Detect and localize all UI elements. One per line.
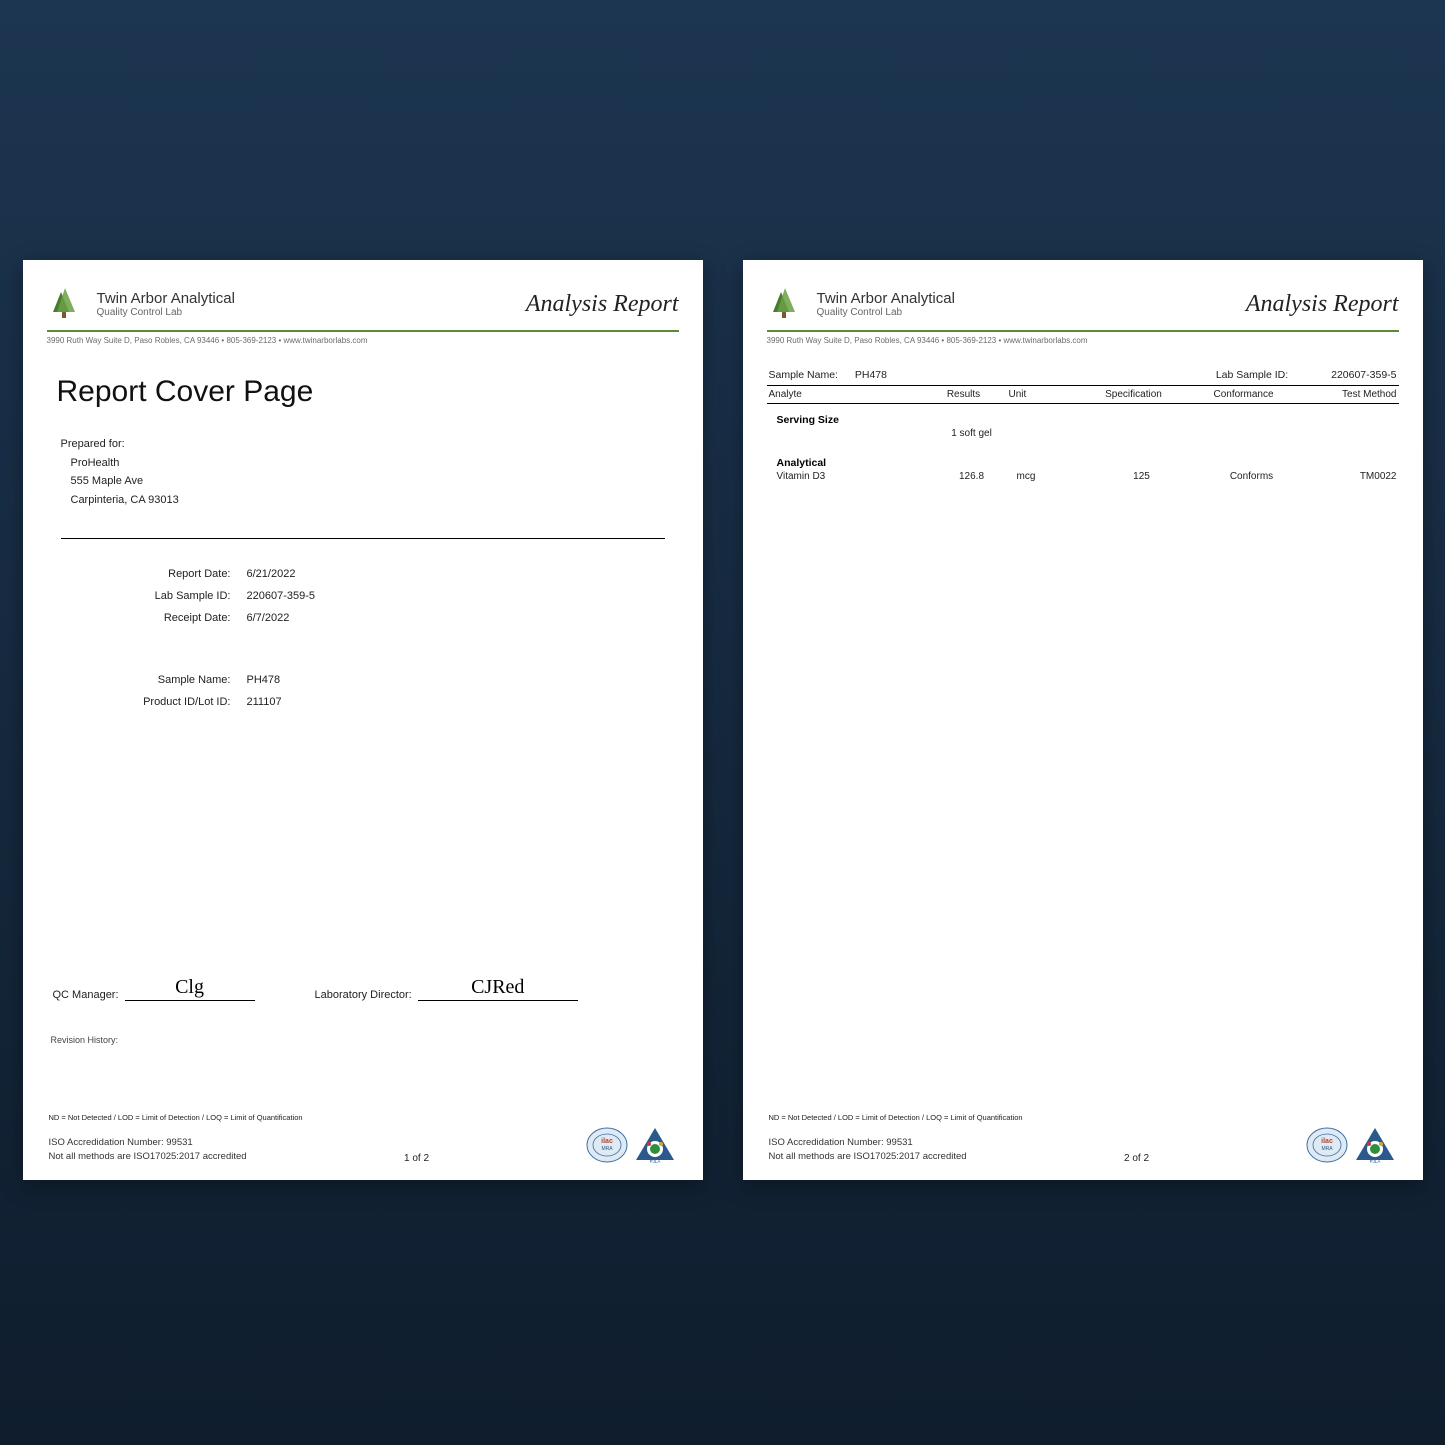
th-specification: Specification <box>1079 389 1189 400</box>
product-id-label: Product ID/Lot ID: <box>47 691 247 713</box>
document-stage: Twin Arbor Analytical Quality Control La… <box>0 0 1445 1445</box>
client-addr1: 555 Maple Ave <box>61 472 679 491</box>
analytical-section: Analytical <box>767 457 1399 469</box>
report-page-2: Twin Arbor Analytical Quality Control La… <box>743 260 1423 1180</box>
pjla-badge-icon: PJLA <box>634 1126 676 1164</box>
report-page-1: Twin Arbor Analytical Quality Control La… <box>23 260 703 1180</box>
report-title: Analysis Report <box>526 291 679 318</box>
revision-history-label: Revision History: <box>47 1035 679 1045</box>
signatures-row: QC Manager: Clg Laboratory Director: CJR… <box>47 976 679 1001</box>
footer-legend: ND = Not Detected / LOD = Limit of Detec… <box>769 1113 1397 1122</box>
company-name: Twin Arbor Analytical <box>97 290 235 307</box>
pjla-badge-icon: PJLA <box>1354 1126 1396 1164</box>
header-rule <box>767 330 1399 332</box>
report-title: Analysis Report <box>1246 291 1399 318</box>
th-test-method: Test Method <box>1299 389 1397 400</box>
page-footer: ND = Not Detected / LOD = Limit of Detec… <box>47 1105 679 1180</box>
lab-sample-id-value: 220607-359-5 <box>1331 369 1396 381</box>
lab-sample-id-label: Lab Sample ID: <box>1216 369 1288 381</box>
lab-sample-id-label: Lab Sample ID: <box>47 585 247 607</box>
iso-note: Not all methods are ISO17025:2017 accred… <box>49 1150 247 1164</box>
cover-page-title: Report Cover Page <box>57 375 679 409</box>
page-header: Twin Arbor Analytical Quality Control La… <box>767 284 1399 324</box>
ilac-mra-badge-icon: ilac MRA <box>1306 1126 1348 1164</box>
footer-iso-block: ISO Accredidation Number: 99531 Not all … <box>49 1136 247 1165</box>
th-analyte: Analyte <box>769 389 919 400</box>
results-table-header: Analyte Results Unit Specification Confo… <box>767 385 1399 404</box>
lab-sample-id-value: 220607-359-5 <box>247 585 316 607</box>
report-date-label: Report Date: <box>47 563 247 585</box>
svg-text:ilac: ilac <box>1322 1138 1334 1145</box>
company-subtitle: Quality Control Lab <box>97 307 235 318</box>
report-date-value: 6/21/2022 <box>247 563 296 585</box>
cell-test-method: TM0022 <box>1307 471 1397 482</box>
tree-logo-icon <box>767 284 807 324</box>
header-address: 3990 Ruth Way Suite D, Paso Robles, CA 9… <box>767 336 1399 345</box>
sample-name-value: PH478 <box>855 369 887 381</box>
lab-director-label: Laboratory Director: <box>315 989 412 1001</box>
receipt-date-label: Receipt Date: <box>47 607 247 629</box>
svg-text:ilac: ilac <box>602 1138 614 1145</box>
lab-director-sign: CJRed <box>418 976 578 1001</box>
qc-manager-label: QC Manager: <box>53 989 119 1001</box>
footer-iso-block: ISO Accredidation Number: 99531 Not all … <box>769 1136 967 1165</box>
serving-size-value: 1 soft gel <box>927 428 1017 439</box>
th-conformance: Conformance <box>1189 389 1299 400</box>
prepared-for-block: Prepared for: ProHealth 555 Maple Ave Ca… <box>61 435 679 510</box>
accreditation-badges: ilac MRA PJLA <box>1306 1126 1396 1164</box>
qc-manager-signature: QC Manager: Clg <box>53 976 255 1001</box>
receipt-date-value: 6/7/2022 <box>247 607 290 629</box>
prepared-for-label: Prepared for: <box>61 435 679 454</box>
cell-conformance: Conforms <box>1197 471 1307 482</box>
brand-text: Twin Arbor Analytical Quality Control La… <box>817 290 955 318</box>
svg-text:PJLA: PJLA <box>1370 1159 1381 1164</box>
sample-bar: Sample Name: PH478 Lab Sample ID: 220607… <box>767 369 1399 381</box>
page-number: 2 of 2 <box>1124 1153 1149 1164</box>
serving-size-section: Serving Size <box>767 414 1399 426</box>
company-name: Twin Arbor Analytical <box>817 290 955 307</box>
page-footer: ND = Not Detected / LOD = Limit of Detec… <box>767 1105 1399 1180</box>
iso-number: ISO Accredidation Number: 99531 <box>769 1136 967 1150</box>
iso-number: ISO Accredidation Number: 99531 <box>49 1136 247 1150</box>
lab-director-signature: Laboratory Director: CJRed <box>315 976 578 1001</box>
cell-unit: mcg <box>1017 471 1087 482</box>
product-id-value: 211107 <box>247 691 282 713</box>
header-address: 3990 Ruth Way Suite D, Paso Robles, CA 9… <box>47 336 679 345</box>
report-meta-block-2: Sample Name:PH478 Product ID/Lot ID:2111… <box>47 669 679 713</box>
company-subtitle: Quality Control Lab <box>817 307 955 318</box>
qc-manager-sign: Clg <box>125 976 255 1001</box>
svg-text:MRA: MRA <box>602 1146 614 1152</box>
cell-results: 126.8 <box>927 471 1017 482</box>
th-unit: Unit <box>1009 389 1079 400</box>
brand-block: Twin Arbor Analytical Quality Control La… <box>47 284 235 324</box>
page-header: Twin Arbor Analytical Quality Control La… <box>47 284 679 324</box>
sample-name-value: PH478 <box>247 669 281 691</box>
footer-legend: ND = Not Detected / LOD = Limit of Detec… <box>49 1113 677 1122</box>
serving-size-row: 1 soft gel <box>767 426 1399 441</box>
ilac-mra-badge-icon: ilac MRA <box>586 1126 628 1164</box>
th-results: Results <box>919 389 1009 400</box>
sample-name-label: Sample Name: <box>769 369 838 381</box>
divider <box>61 538 665 539</box>
accreditation-badges: ilac MRA PJLA <box>586 1126 676 1164</box>
table-row: Vitamin D3 126.8 mcg 125 Conforms TM0022 <box>767 469 1399 484</box>
cell-specification: 125 <box>1087 471 1197 482</box>
header-rule <box>47 330 679 332</box>
report-meta-block-1: Report Date:6/21/2022 Lab Sample ID:2206… <box>47 563 679 629</box>
brand-text: Twin Arbor Analytical Quality Control La… <box>97 290 235 318</box>
sample-name-label: Sample Name: <box>47 669 247 691</box>
page-number: 1 of 2 <box>404 1153 429 1164</box>
client-name: ProHealth <box>61 454 679 473</box>
svg-text:MRA: MRA <box>1322 1146 1334 1152</box>
tree-logo-icon <box>47 284 87 324</box>
brand-block: Twin Arbor Analytical Quality Control La… <box>767 284 955 324</box>
client-addr2: Carpinteria, CA 93013 <box>61 491 679 510</box>
svg-text:PJLA: PJLA <box>650 1159 661 1164</box>
iso-note: Not all methods are ISO17025:2017 accred… <box>769 1150 967 1164</box>
cell-analyte: Vitamin D3 <box>777 471 927 482</box>
